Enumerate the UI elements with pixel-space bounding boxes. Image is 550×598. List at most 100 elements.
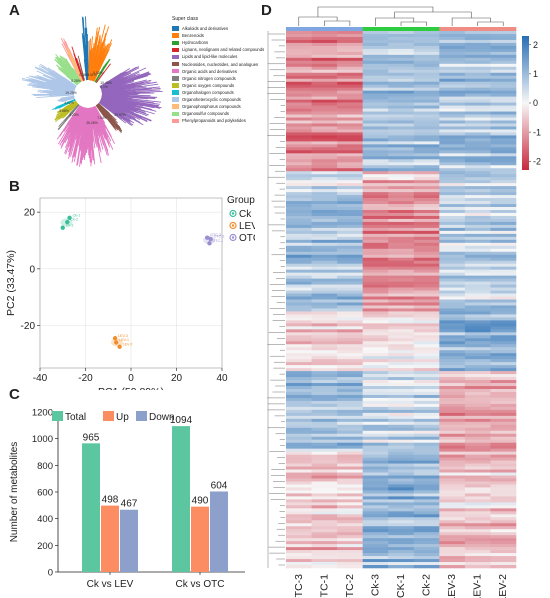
heatmap-cell [388,565,415,569]
heatmap-cell [439,338,466,342]
heatmap-cell [388,436,415,441]
heatmap-cell [286,332,312,336]
y-axis-title: PC2 (33.47%) [5,250,17,316]
column-label: CK-1 [395,574,407,598]
heatmap-cell [311,538,338,542]
heatmap-cell [286,535,312,539]
heatmap-cell [413,308,440,312]
heatmap-cell [439,347,466,351]
x-tick-label: 40 [216,373,228,384]
heatmap-cell [311,406,338,411]
heatmap-cell [490,129,517,133]
dendrogram-branch [400,21,427,26]
heatmap-cell [490,368,517,372]
heatmap-cell [362,84,389,88]
heatmap-cell [311,105,338,109]
heatmap-cell [388,204,415,208]
heatmap-cell [311,257,338,262]
heatmap-cell [311,562,338,566]
heatmap-cell [439,463,466,467]
heatmap-cell [388,281,415,285]
heatmap-cell [439,377,466,381]
heatmap-cell [490,287,517,291]
heatmap-cell [286,320,312,324]
group-annotation-bar [490,27,517,31]
heatmap-cell [311,299,338,303]
heatmap-cell [439,290,466,294]
heatmap-cell [337,99,363,103]
heatmap-cell [388,156,415,160]
heatmap-cell [413,141,440,145]
heatmap-cell [464,129,491,133]
heatmap-cell [362,320,389,324]
heatmap-cell [464,272,491,276]
heatmap-cell [311,201,338,205]
heatmap-cell [490,120,517,124]
heatmap-cell [286,445,312,449]
heatmap-cell [286,454,312,458]
heatmap-cell [413,126,440,130]
heatmap-cell [439,69,466,74]
heatmap-cell [311,529,338,533]
heatmap-cell [388,162,415,166]
heatmap-cell [311,320,338,324]
heatmap-cell [464,63,491,68]
heatmap-cell [413,457,440,461]
heatmap-cell [464,278,491,282]
heatmap-cell [286,397,312,402]
heatmap-cell [464,356,491,360]
heatmap-cell [362,93,389,97]
heatmap-cell [388,490,415,494]
heatmap-cell [413,120,440,124]
heatmap-cell [337,266,363,270]
heatmap-cell [362,544,389,548]
heatmap-cell [413,293,440,297]
panel-label-d: D [261,2,272,19]
heatmap-cell [413,69,440,74]
heatmap-cell [362,359,389,363]
heatmap-cell [337,147,363,151]
heatmap-cell [311,415,338,420]
heatmap-cell [490,63,517,68]
heatmap-cell [464,230,491,235]
heatmap-cell [311,356,338,360]
heatmap-cell [388,192,415,196]
heatmap-cell [286,60,312,65]
heatmap-cell [311,305,338,309]
heatmap-cell [286,391,312,396]
legend-swatch [172,118,179,124]
heatmap-cell [439,212,466,217]
heatmap-cell [413,550,440,554]
heatmap-cell [388,535,415,539]
heatmap-cell [337,180,363,184]
heatmap-cell [388,84,415,88]
heatmap-cell [362,233,389,238]
legend-item: Organic oxygen compounds [172,82,282,89]
heatmap-cell [388,433,415,438]
heatmap-cell [439,165,466,169]
row-dendrogram [267,31,285,568]
heatmap-cell [286,269,312,273]
heatmap-cell [362,245,389,250]
pca-point-label: LEV-1 [119,338,129,342]
heatmap-cell [490,496,517,500]
heatmap-cell [388,386,415,390]
heatmap-cell [388,397,415,402]
heatmap-cell [286,174,312,178]
heatmap-cell [464,69,491,74]
y-tick-label: -20 [21,321,36,332]
legend-swatch [172,97,179,102]
heatmap-cell [490,302,517,306]
heatmap-cell [337,75,363,80]
heatmap-cell [413,430,440,435]
heatmap-cell [362,227,389,232]
pca-point [207,241,212,246]
colorbar-tick-label: -1 [533,127,541,137]
heatmap-cell [388,323,415,327]
heatmap-cell [490,296,517,300]
heatmap-cell [464,350,491,354]
heatmap-cell [439,201,466,205]
heatmap-cell [439,153,466,157]
heatmap-cell [286,529,312,533]
